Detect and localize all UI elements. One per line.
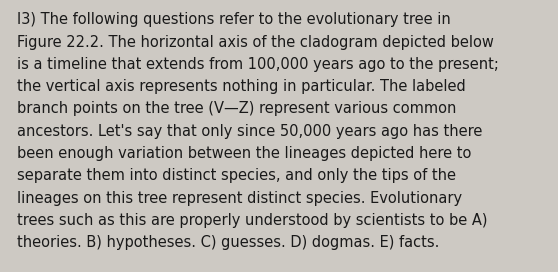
Text: Figure 22.2. The horizontal axis of the cladogram depicted below: Figure 22.2. The horizontal axis of the … [17, 35, 494, 50]
Text: separate them into distinct species, and only the tips of the: separate them into distinct species, and… [17, 168, 456, 183]
Text: trees such as this are properly understood by scientists to be A): trees such as this are properly understo… [17, 213, 487, 228]
Text: branch points on the tree (V—Z) represent various common: branch points on the tree (V—Z) represen… [17, 101, 456, 116]
Text: theories. B) hypotheses. C) guesses. D) dogmas. E) facts.: theories. B) hypotheses. C) guesses. D) … [17, 235, 439, 250]
Text: lineages on this tree represent distinct species. Evolutionary: lineages on this tree represent distinct… [17, 191, 462, 206]
Text: been enough variation between the lineages depicted here to: been enough variation between the lineag… [17, 146, 471, 161]
Text: ancestors. Let's say that only since 50,000 years ago has there: ancestors. Let's say that only since 50,… [17, 124, 482, 139]
Text: the vertical axis represents nothing in particular. The labeled: the vertical axis represents nothing in … [17, 79, 465, 94]
Text: is a timeline that extends from 100,000 years ago to the present;: is a timeline that extends from 100,000 … [17, 57, 499, 72]
Text: I3) The following questions refer to the evolutionary tree in: I3) The following questions refer to the… [17, 12, 450, 27]
